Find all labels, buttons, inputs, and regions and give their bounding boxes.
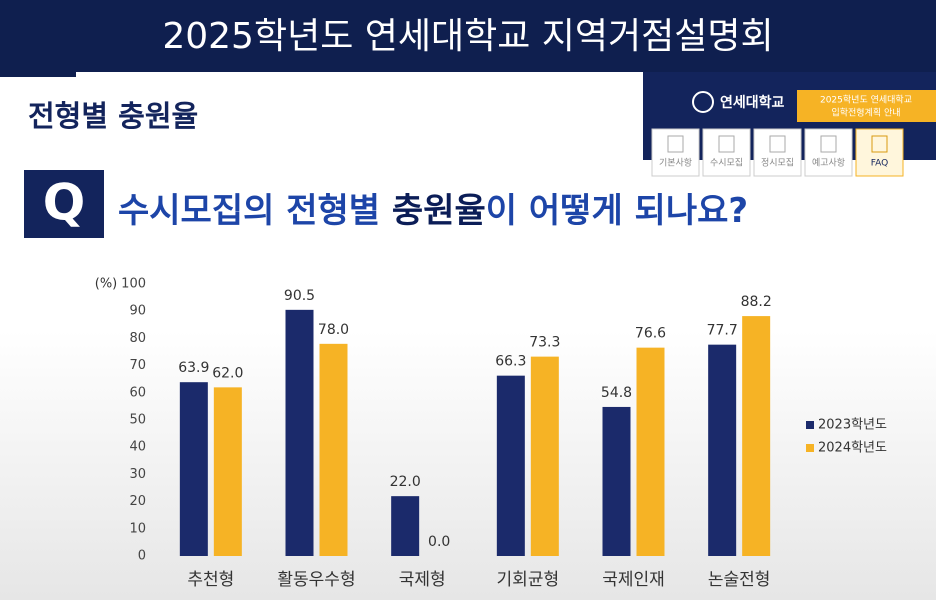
- y-tick-label: 50: [129, 413, 146, 428]
- value-label: 73.3: [529, 335, 560, 351]
- value-label: 77.7: [707, 323, 738, 339]
- value-label: 54.8: [601, 385, 632, 401]
- y-tick-label: 90: [129, 304, 146, 319]
- tab-icon: [820, 135, 837, 153]
- y-axis-label: (%): [95, 277, 118, 292]
- q-box: [24, 170, 104, 238]
- legend-swatch: [806, 421, 814, 429]
- bar: [708, 344, 737, 556]
- bar: [391, 496, 420, 556]
- x-tick-label: 논술전형: [708, 570, 771, 590]
- bar: [213, 387, 242, 556]
- x-tick-label: 추천형: [187, 570, 234, 590]
- tab-label: 정시모집: [761, 157, 794, 169]
- legend-label: 2023학년도: [818, 418, 887, 433]
- y-tick-label: 20: [129, 494, 146, 509]
- question-highlight: 충원율: [392, 191, 486, 231]
- nav-tab[interactable]: [804, 128, 853, 177]
- guide-text: 2025학년도 연세대학교: [820, 95, 912, 106]
- value-label: 90.5: [284, 288, 315, 304]
- value-label: 66.3: [495, 354, 526, 370]
- question-text: 수시모집의 전형별: [118, 191, 392, 231]
- guide-text: 입학전형계획 안내: [831, 107, 900, 119]
- tab-label: FAQ: [871, 159, 888, 169]
- logo-emblem: [692, 91, 714, 113]
- q-mark: Q: [43, 174, 86, 232]
- legend-swatch: [806, 444, 814, 452]
- tab-icon: [871, 135, 888, 153]
- bar: [530, 356, 559, 556]
- bar: [319, 343, 348, 556]
- value-label: 22.0: [390, 474, 421, 490]
- y-tick-label: 0: [138, 549, 146, 564]
- y-tick-label: 60: [129, 385, 146, 400]
- y-tick-label: 30: [129, 467, 146, 482]
- bar: [285, 309, 314, 556]
- tab-label: 수시모집: [710, 157, 743, 169]
- guide-box: [797, 90, 936, 122]
- question: 수시모집의 전형별 충원율이 어떻게 되나요?: [118, 191, 748, 231]
- y-tick-label: 70: [129, 358, 146, 373]
- x-tick-label: 기회균형: [497, 570, 560, 590]
- value-label: 62.0: [212, 365, 243, 381]
- logo-text: 연세대학교: [720, 95, 785, 111]
- banner: [0, 0, 936, 72]
- value-label: 78.0: [318, 322, 349, 338]
- y-tick-label: 80: [129, 331, 146, 346]
- y-tick-label: 40: [129, 440, 146, 455]
- bar: [636, 347, 665, 556]
- question-text: 이 어떻게 되나요?: [486, 191, 748, 231]
- accent: [0, 72, 76, 77]
- value-label: 0.0: [428, 534, 450, 550]
- y-tick-label: 100: [121, 277, 146, 292]
- tab-icon: [667, 135, 684, 153]
- value-label: 88.2: [741, 294, 772, 310]
- legend-label: 2024학년도: [818, 441, 887, 456]
- section-title: 전형별 충원율: [28, 99, 198, 133]
- x-tick-label: 국제형: [399, 570, 446, 590]
- bar: [179, 382, 208, 556]
- tab-label: 예고사항: [812, 158, 845, 169]
- x-tick-label: 활동우수형: [277, 570, 355, 590]
- bar: [496, 375, 525, 556]
- tab-label: 기본사항: [659, 158, 692, 169]
- bar: [602, 406, 631, 556]
- bar: [742, 316, 771, 556]
- tab-icon: [769, 135, 786, 153]
- y-tick-label: 10: [129, 521, 146, 536]
- value-label: 76.6: [635, 326, 666, 342]
- x-tick-label: 국제인재: [602, 570, 665, 590]
- tab-icon: [718, 135, 735, 153]
- banner-title: 2025학년도 연세대학교 지역거점설명회: [162, 16, 773, 57]
- value-label: 63.9: [178, 360, 209, 376]
